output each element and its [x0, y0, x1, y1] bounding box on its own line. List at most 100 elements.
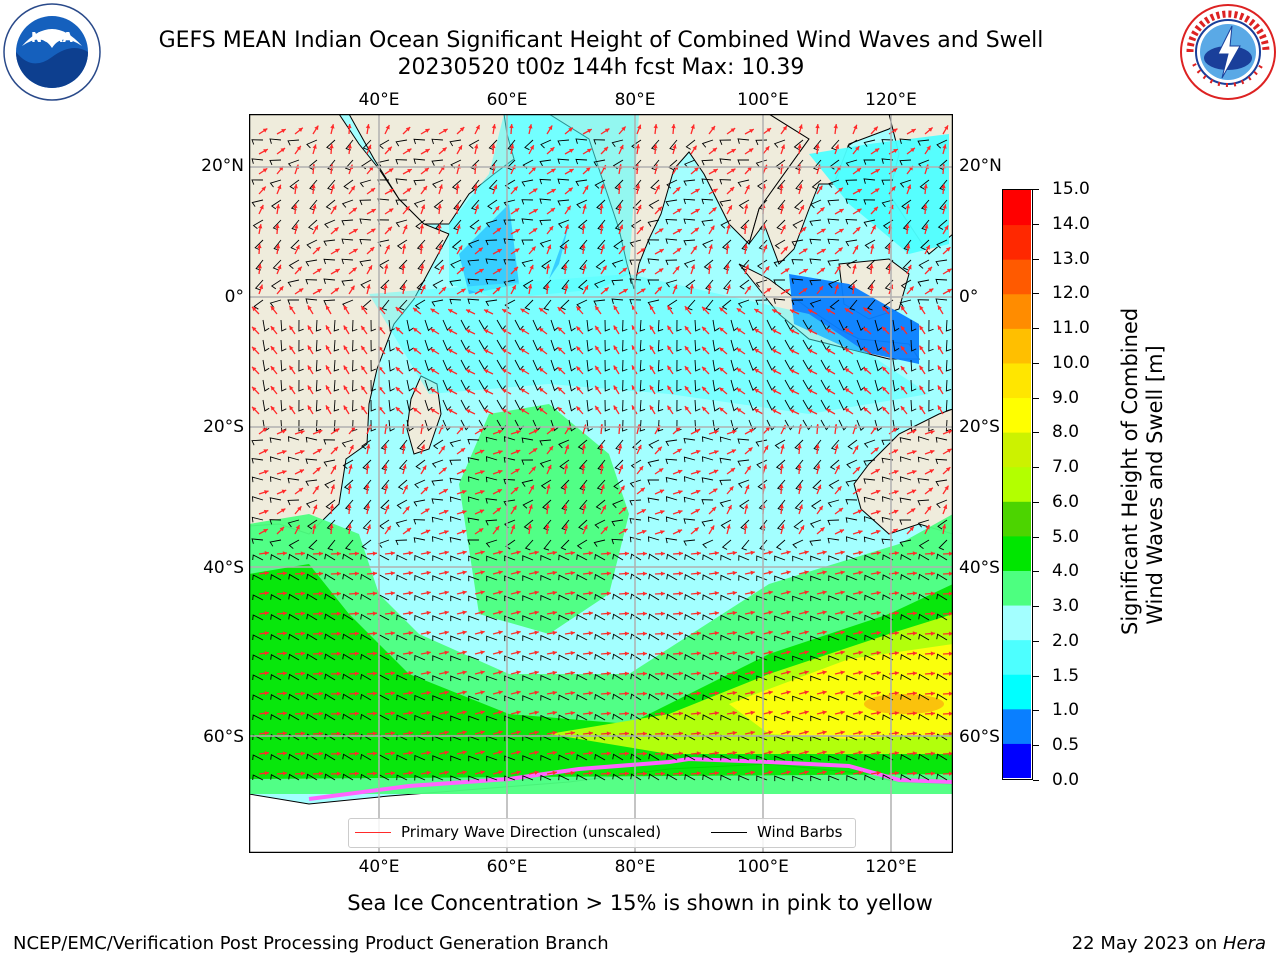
wave-arrow	[736, 327, 746, 335]
wave-arrow	[270, 345, 278, 355]
wave-arrow	[456, 550, 467, 555]
wave-arrow	[420, 465, 427, 475]
wave-arrow	[312, 448, 323, 455]
wind-barb	[414, 654, 426, 661]
wind-barb	[863, 516, 876, 522]
wind-barb	[253, 299, 264, 310]
wind-barb	[748, 319, 757, 332]
wave-arrow	[744, 670, 755, 675]
wave-arrow	[474, 509, 485, 515]
wind-barb	[557, 178, 570, 185]
wave-arrow	[563, 503, 568, 515]
wave-arrow	[744, 264, 750, 275]
wind-barb	[288, 573, 300, 581]
wind-barb	[720, 554, 732, 561]
wind-barb	[323, 258, 336, 265]
wind-barb	[712, 359, 720, 372]
wind-barb	[342, 713, 354, 721]
wave-arrow	[294, 505, 302, 515]
wind-barb	[595, 259, 606, 270]
wind-barb	[388, 339, 395, 352]
wave-arrow	[528, 227, 538, 235]
wind-barb	[558, 554, 570, 561]
wind-barb	[613, 479, 624, 490]
wave-arrow	[834, 670, 845, 675]
wave-arrow	[825, 308, 836, 315]
wave-arrow	[307, 325, 314, 335]
wave-arrow	[779, 503, 784, 515]
wind-barb	[305, 259, 318, 267]
wave-arrow	[402, 205, 410, 215]
wave-arrow	[564, 670, 575, 676]
wind-barb	[594, 673, 606, 681]
wave-arrow	[395, 386, 404, 395]
wave-arrow	[294, 287, 304, 295]
wind-barb	[306, 139, 318, 149]
wave-arrow	[538, 307, 548, 315]
wind-barb	[827, 499, 840, 508]
wind-barb	[522, 675, 534, 681]
wave-arrow	[618, 485, 626, 495]
wave-arrow	[600, 691, 612, 696]
wind-barb	[666, 613, 678, 621]
wave-arrow	[510, 710, 521, 715]
wind-barb	[737, 159, 750, 165]
wave-arrow	[708, 591, 720, 596]
wave-arrow	[807, 348, 818, 355]
wave-arrow	[509, 144, 515, 155]
wave-arrow	[654, 248, 665, 255]
wave-arrow	[937, 365, 944, 375]
wave-arrow	[401, 244, 407, 255]
wave-arrow	[420, 148, 431, 155]
wind-barb	[719, 158, 732, 164]
wind-barb	[792, 695, 804, 702]
wind-barb	[415, 459, 426, 470]
wave-arrow	[852, 570, 863, 575]
wave-arrow	[744, 428, 755, 435]
wave-arrow	[582, 524, 588, 535]
wind-barb	[676, 399, 682, 412]
wind-barb	[719, 199, 732, 207]
wind-barb	[486, 695, 498, 702]
wind-barb	[522, 615, 534, 621]
wave-arrow	[276, 611, 288, 616]
wave-arrow	[384, 525, 392, 535]
wind-barb	[827, 537, 840, 544]
wind-barb	[773, 298, 786, 304]
wave-arrow	[438, 670, 449, 675]
wind-barb	[431, 479, 444, 486]
wave-arrow	[798, 268, 809, 275]
wave-arrow	[690, 691, 702, 696]
wave-arrow	[395, 406, 404, 415]
wave-arrow	[942, 268, 952, 275]
wind-barb	[810, 555, 822, 562]
wave-arrow	[456, 447, 466, 455]
wind-barb	[468, 139, 480, 149]
wind-barb	[829, 299, 840, 310]
wind-barb	[683, 518, 696, 524]
wind-barb	[738, 775, 750, 781]
wave-arrow	[654, 510, 665, 515]
wave-arrow	[807, 408, 818, 415]
wind-barb	[360, 653, 372, 661]
wind-barb	[288, 539, 300, 549]
wind-barb	[503, 219, 516, 225]
colorbar-tick-mark	[1033, 640, 1039, 642]
wind-barb	[738, 595, 750, 601]
wave-arrow	[366, 691, 378, 696]
wind-barb	[504, 575, 516, 582]
wave-arrow	[753, 388, 764, 395]
wave-arrow	[366, 284, 371, 295]
wave-arrow	[455, 183, 460, 195]
wind-barb-legend-label: Wind Barbs	[757, 823, 843, 841]
wave-arrow	[538, 347, 548, 355]
wave-arrow	[528, 730, 539, 735]
wave-arrow	[690, 731, 702, 736]
wave-arrow	[438, 750, 449, 755]
wave-arrow	[258, 571, 269, 576]
wave-arrow	[618, 771, 630, 776]
wave-arrow	[594, 405, 602, 415]
wind-barb	[647, 258, 660, 264]
wind-barb	[683, 198, 696, 205]
wave-arrow	[366, 524, 371, 535]
